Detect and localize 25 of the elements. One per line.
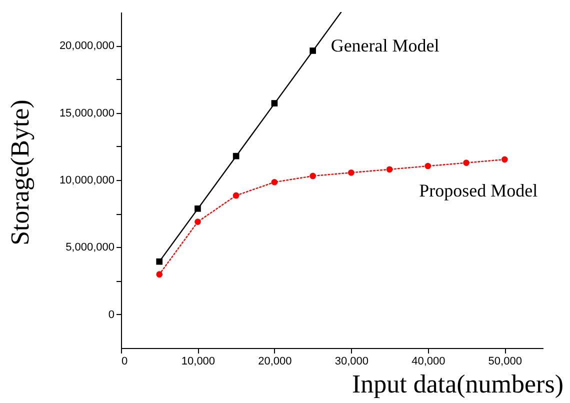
point [194, 218, 201, 225]
point [310, 172, 316, 180]
x-axis-title: Input data(numbers) [352, 370, 564, 398]
y-tick-label: 10,000,000 [59, 174, 114, 186]
point [348, 169, 354, 176]
point [232, 192, 240, 199]
series-label: General Model [330, 36, 440, 56]
x-tick-label: 30,000 [334, 356, 369, 368]
x-tick-label: 40,000 [412, 356, 446, 368]
point [156, 271, 163, 278]
y-tick-label: 5,000,000 [66, 242, 114, 254]
y-tick-label: 20,000,000 [59, 40, 114, 52]
x-tick-label: 10,000 [181, 356, 216, 368]
x-tick-label: 50,000 [488, 356, 522, 368]
x-tick-label: 0 [122, 356, 128, 368]
y-tick-label: 15,000,000 [59, 107, 114, 120]
point [386, 166, 393, 173]
point [271, 178, 278, 186]
y-axis-title: Storage(Byte) [6, 100, 34, 246]
x-tick-label: 20,000 [258, 356, 292, 368]
point [424, 162, 432, 170]
point [463, 160, 470, 166]
y-tick-label: 0 [108, 308, 114, 321]
series-label: Proposed Model [419, 180, 538, 200]
point [501, 156, 508, 163]
